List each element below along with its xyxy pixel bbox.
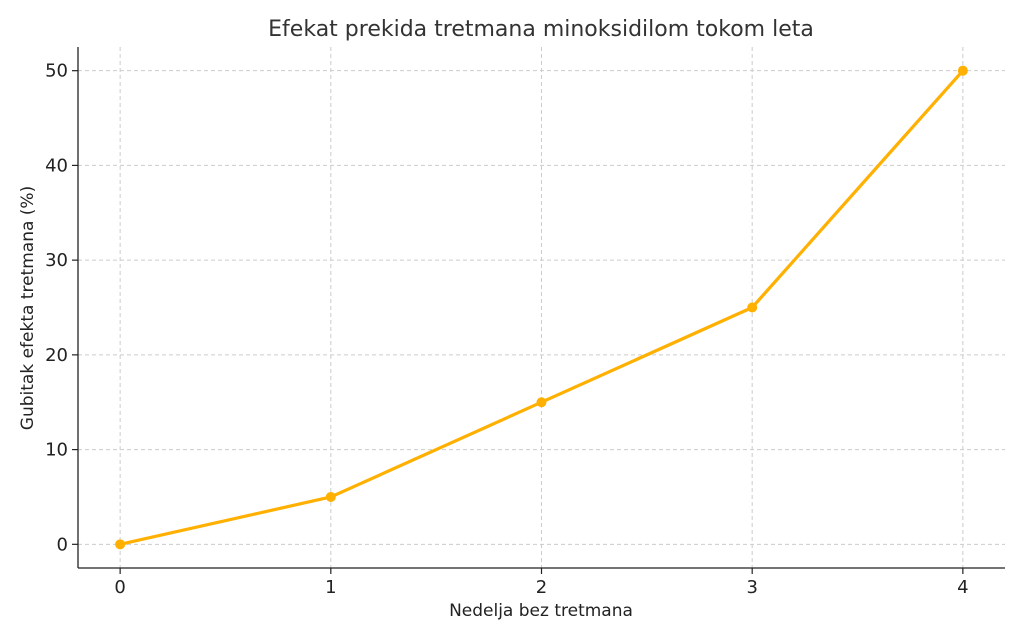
x-tick-label: 1 (325, 577, 336, 598)
y-axis-label: Gubitak efekta tretmana (%) (18, 186, 38, 430)
grid-layer (78, 47, 1005, 568)
x-tick-label: 4 (957, 577, 968, 598)
data-point (536, 397, 547, 408)
y-tick-label: 0 (57, 534, 68, 555)
y-tick-label: 20 (45, 345, 68, 366)
data-point (957, 65, 968, 76)
data-point (747, 302, 758, 313)
chart-title: Efekat prekida tretmana minoksidilom tok… (268, 17, 814, 42)
y-tick-label: 40 (45, 155, 68, 176)
series-layer (115, 65, 968, 550)
data-point (325, 491, 336, 502)
y-tick-label: 10 (45, 440, 68, 461)
y-axis-ticks: 0 10 20 30 40 50 (45, 61, 78, 555)
x-tick-label: 3 (746, 577, 757, 598)
y-tick-label: 50 (45, 61, 68, 82)
x-axis-label: Nedelja bez tretmana (449, 601, 633, 621)
data-point (115, 539, 126, 550)
x-tick-label: 2 (536, 577, 547, 598)
x-tick-label: 0 (114, 577, 125, 598)
y-tick-label: 30 (45, 250, 68, 271)
x-axis-ticks: 0 1 2 3 4 (114, 568, 969, 598)
